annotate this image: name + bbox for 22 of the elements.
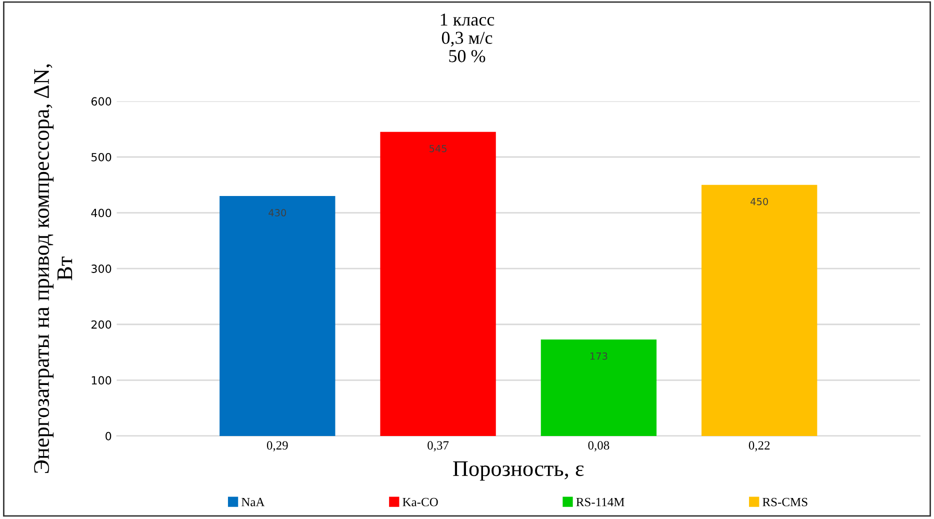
y-axis-title: Энергозатраты на привод компрессора, ΔN, Вт [34, 64, 72, 473]
x-tick-label: 0,37 [428, 441, 449, 452]
data-label: 450 [750, 198, 768, 206]
chart-title: 1 класс 0,3 м/с 50 % [440, 14, 494, 62]
x-axis-title: Порозность, ε [453, 461, 584, 481]
data-label: 430 [268, 209, 286, 216]
y-tick-label: 500 [92, 152, 112, 162]
legend-label: Ka-CO [402, 498, 438, 506]
legend-label: RS-CMS [762, 498, 808, 506]
legend-label: RS-114M [576, 498, 624, 506]
data-label: 173 [590, 352, 608, 360]
legend-label: NaA [242, 498, 265, 506]
y-tick-label: 0 [106, 432, 112, 440]
y-tick-label: 400 [91, 208, 112, 218]
x-tick-label: 0,29 [266, 441, 288, 452]
y-tick-label: 300 [92, 264, 112, 273]
x-tick-label: 0,08 [588, 441, 610, 452]
y-tick-label: 100 [92, 376, 112, 385]
data-label: 545 [430, 145, 446, 152]
y-tick-label: 600 [91, 97, 112, 106]
x-tick-label: 0,22 [748, 441, 770, 452]
y-tick-label: 200 [91, 320, 112, 329]
